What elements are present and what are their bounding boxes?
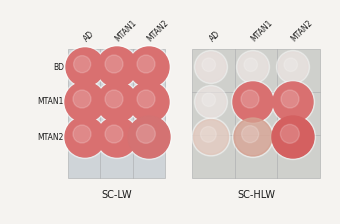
Circle shape xyxy=(280,124,299,143)
Circle shape xyxy=(105,55,123,73)
Circle shape xyxy=(96,80,138,123)
Circle shape xyxy=(137,55,155,73)
Circle shape xyxy=(126,114,171,159)
Circle shape xyxy=(232,80,274,123)
Text: MTAN2: MTAN2 xyxy=(290,18,314,43)
Circle shape xyxy=(284,58,298,71)
Circle shape xyxy=(233,116,273,157)
Circle shape xyxy=(196,87,226,117)
Circle shape xyxy=(128,116,170,158)
Circle shape xyxy=(129,82,169,122)
Text: MTAN1: MTAN1 xyxy=(38,97,64,106)
Circle shape xyxy=(238,52,268,82)
Circle shape xyxy=(97,117,137,157)
Circle shape xyxy=(244,58,257,71)
Text: MTAN1: MTAN1 xyxy=(250,18,275,43)
Circle shape xyxy=(73,90,91,108)
Text: SC-LW: SC-LW xyxy=(101,190,132,200)
Circle shape xyxy=(105,125,123,143)
Circle shape xyxy=(65,82,105,122)
Text: MTAN2: MTAN2 xyxy=(146,18,171,43)
Circle shape xyxy=(105,90,123,108)
Bar xyxy=(192,49,320,178)
Circle shape xyxy=(272,116,314,158)
Circle shape xyxy=(202,58,216,71)
Circle shape xyxy=(136,124,155,143)
Circle shape xyxy=(66,48,104,86)
Circle shape xyxy=(65,117,105,157)
Circle shape xyxy=(73,125,91,143)
Circle shape xyxy=(237,50,270,84)
Circle shape xyxy=(194,86,227,118)
Circle shape xyxy=(128,45,170,88)
Circle shape xyxy=(137,90,155,108)
Circle shape xyxy=(65,47,105,88)
Circle shape xyxy=(242,126,259,143)
Bar xyxy=(68,49,165,178)
Circle shape xyxy=(271,114,316,159)
Circle shape xyxy=(64,80,106,123)
Circle shape xyxy=(193,119,228,155)
Circle shape xyxy=(97,82,137,122)
Text: SC-HLW: SC-HLW xyxy=(237,190,275,200)
Text: AD: AD xyxy=(82,29,96,43)
Text: AD: AD xyxy=(208,29,222,43)
Text: BD: BD xyxy=(53,62,64,71)
Text: MTAN2: MTAN2 xyxy=(38,133,64,142)
Circle shape xyxy=(273,82,313,122)
Circle shape xyxy=(194,50,227,84)
Circle shape xyxy=(97,47,137,87)
Circle shape xyxy=(96,116,138,159)
Text: MTAN1: MTAN1 xyxy=(114,18,139,43)
Circle shape xyxy=(128,80,170,123)
Circle shape xyxy=(272,80,314,123)
Circle shape xyxy=(129,47,169,87)
Circle shape xyxy=(276,50,309,84)
Circle shape xyxy=(241,90,259,108)
Circle shape xyxy=(196,52,226,82)
Circle shape xyxy=(192,118,230,156)
Circle shape xyxy=(64,116,106,159)
Circle shape xyxy=(96,45,138,88)
Circle shape xyxy=(201,127,216,142)
Circle shape xyxy=(202,93,216,106)
Circle shape xyxy=(73,56,91,73)
Circle shape xyxy=(234,118,272,156)
Circle shape xyxy=(233,82,273,122)
Circle shape xyxy=(278,52,308,82)
Circle shape xyxy=(281,90,299,108)
